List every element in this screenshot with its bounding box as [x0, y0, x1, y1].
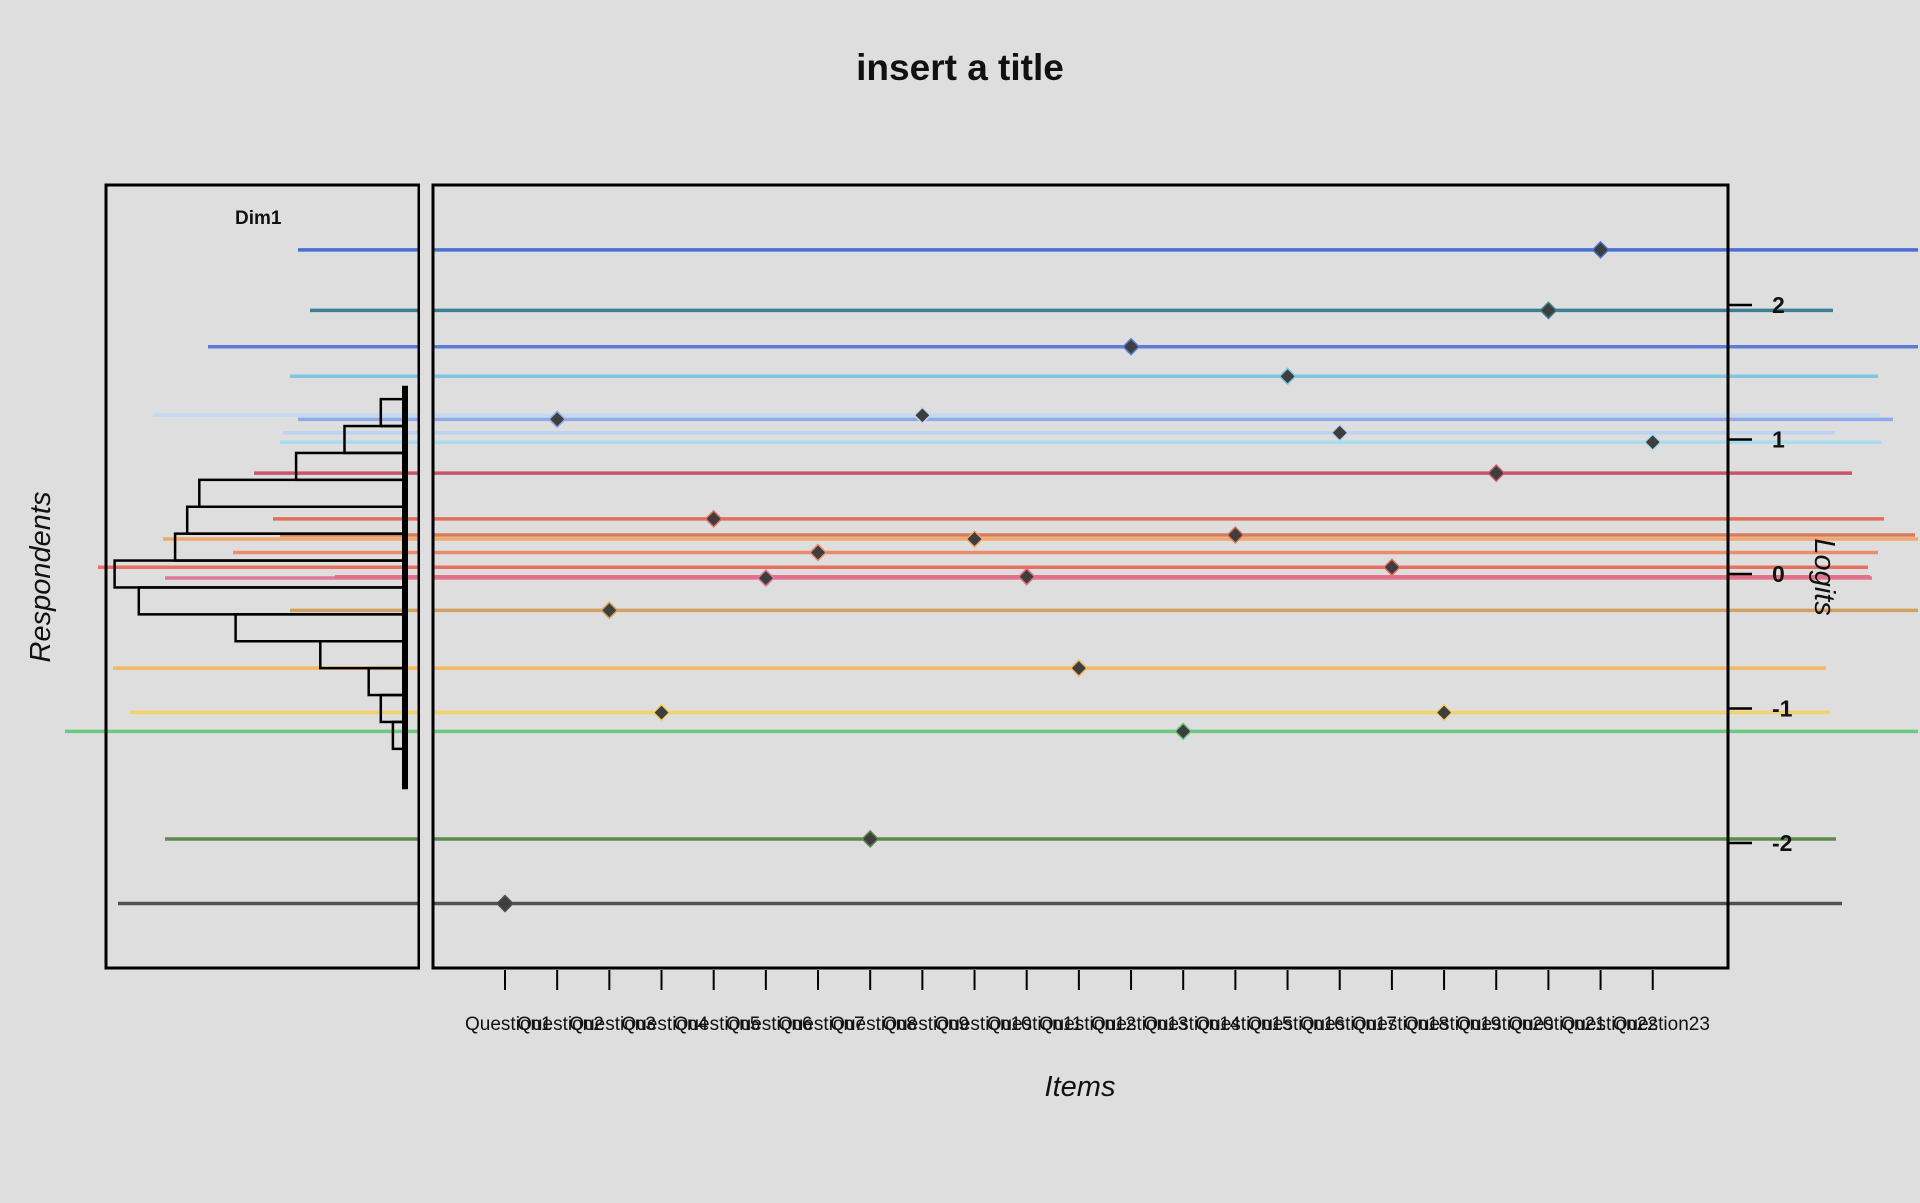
- item-point: [1069, 659, 1088, 678]
- chart-title: insert a title: [856, 47, 1064, 88]
- x-tick-label: Question22: [1561, 1014, 1658, 1035]
- item-point: [913, 406, 932, 425]
- logit-axis: -2 -1 0 1 2: [1728, 292, 1793, 856]
- x-tick-label: Question16: [1248, 1014, 1345, 1035]
- item-point: [652, 703, 671, 722]
- item-point: [1591, 240, 1610, 259]
- x-tick-label: Question6: [726, 1014, 813, 1035]
- dimension-label: Dim1: [235, 208, 282, 229]
- histogram-bar: [343, 424, 407, 455]
- item-point: [1487, 464, 1506, 483]
- y-axis-title-respondents: Respondents: [25, 492, 57, 663]
- histogram-bar: [294, 451, 407, 482]
- item-point: [1017, 567, 1036, 586]
- x-tick-label: Question15: [1195, 1014, 1292, 1035]
- item-point: [495, 894, 515, 913]
- x-tick-label: Question21: [1508, 1014, 1605, 1035]
- item-point: [600, 601, 619, 620]
- histogram-bar: [379, 397, 407, 428]
- item-point: [861, 829, 880, 849]
- y-tick-label: 1: [1772, 427, 1785, 453]
- y-tick-label: -2: [1772, 830, 1792, 856]
- x-tick-label: Question19: [1404, 1014, 1501, 1035]
- item-threshold-lines: [65, 248, 1918, 906]
- y-axis-title-logits: Logits: [1808, 538, 1840, 615]
- histogram-bar: [379, 693, 407, 724]
- x-tick-label: Question17: [1300, 1014, 1397, 1035]
- x-tick-label: Question11: [987, 1014, 1083, 1035]
- item-point: [1226, 525, 1245, 545]
- histogram-bar: [234, 613, 407, 643]
- x-tick-label: Question4: [622, 1014, 709, 1035]
- item-point: [756, 568, 775, 588]
- item-point: [548, 410, 567, 429]
- x-tick-label: Question10: [935, 1014, 1032, 1035]
- histogram-bar: [198, 478, 407, 509]
- item-point: [1330, 423, 1349, 442]
- item-point: [1174, 722, 1193, 741]
- histogram-bar: [319, 640, 407, 670]
- x-tick-label: Question13: [1091, 1014, 1188, 1035]
- x-tick-label: Question18: [1352, 1014, 1449, 1035]
- item-point: [1643, 433, 1662, 452]
- x-tick-label: Question20: [1456, 1014, 1553, 1035]
- y-tick-label: 0: [1772, 561, 1785, 587]
- histogram-bar: [367, 666, 407, 697]
- y-tick-label: -1: [1772, 696, 1793, 722]
- x-tick-label: Question12: [1039, 1014, 1136, 1035]
- x-tick-label: Question3: [569, 1014, 656, 1035]
- items-panel-frame: [431, 183, 1730, 970]
- histogram-bar: [391, 720, 407, 751]
- x-tick-label: Question2: [517, 1014, 604, 1035]
- item-point: [808, 543, 828, 562]
- histogram-bar: [113, 559, 407, 589]
- y-tick-label: 2: [1772, 292, 1785, 318]
- item-point: [1121, 337, 1141, 356]
- item-point: [1278, 367, 1297, 386]
- x-tick-label: Question14: [1143, 1014, 1241, 1035]
- item-point: [1382, 558, 1401, 577]
- item-point: [965, 529, 984, 549]
- item-points: [495, 240, 1662, 913]
- respondent-histogram: [113, 385, 408, 790]
- item-point: [1434, 703, 1454, 722]
- x-axis-title: Items: [1045, 1071, 1116, 1103]
- item-point: [1539, 301, 1558, 320]
- x-tick-label: Question7: [778, 1014, 865, 1035]
- x-tick-label: Question8: [830, 1014, 917, 1035]
- x-tick-label: Question23: [1613, 1014, 1710, 1035]
- histogram-panel-frame: [104, 183, 421, 970]
- x-tick-label: Question9: [882, 1014, 969, 1035]
- item-axis: Question1Question2Question3Question4Ques…: [465, 970, 1710, 1035]
- histogram-panel-gap: [420, 170, 432, 990]
- x-tick-label: Question1: [465, 1014, 552, 1035]
- item-point: [704, 509, 723, 528]
- x-tick-label: Question5: [674, 1014, 761, 1035]
